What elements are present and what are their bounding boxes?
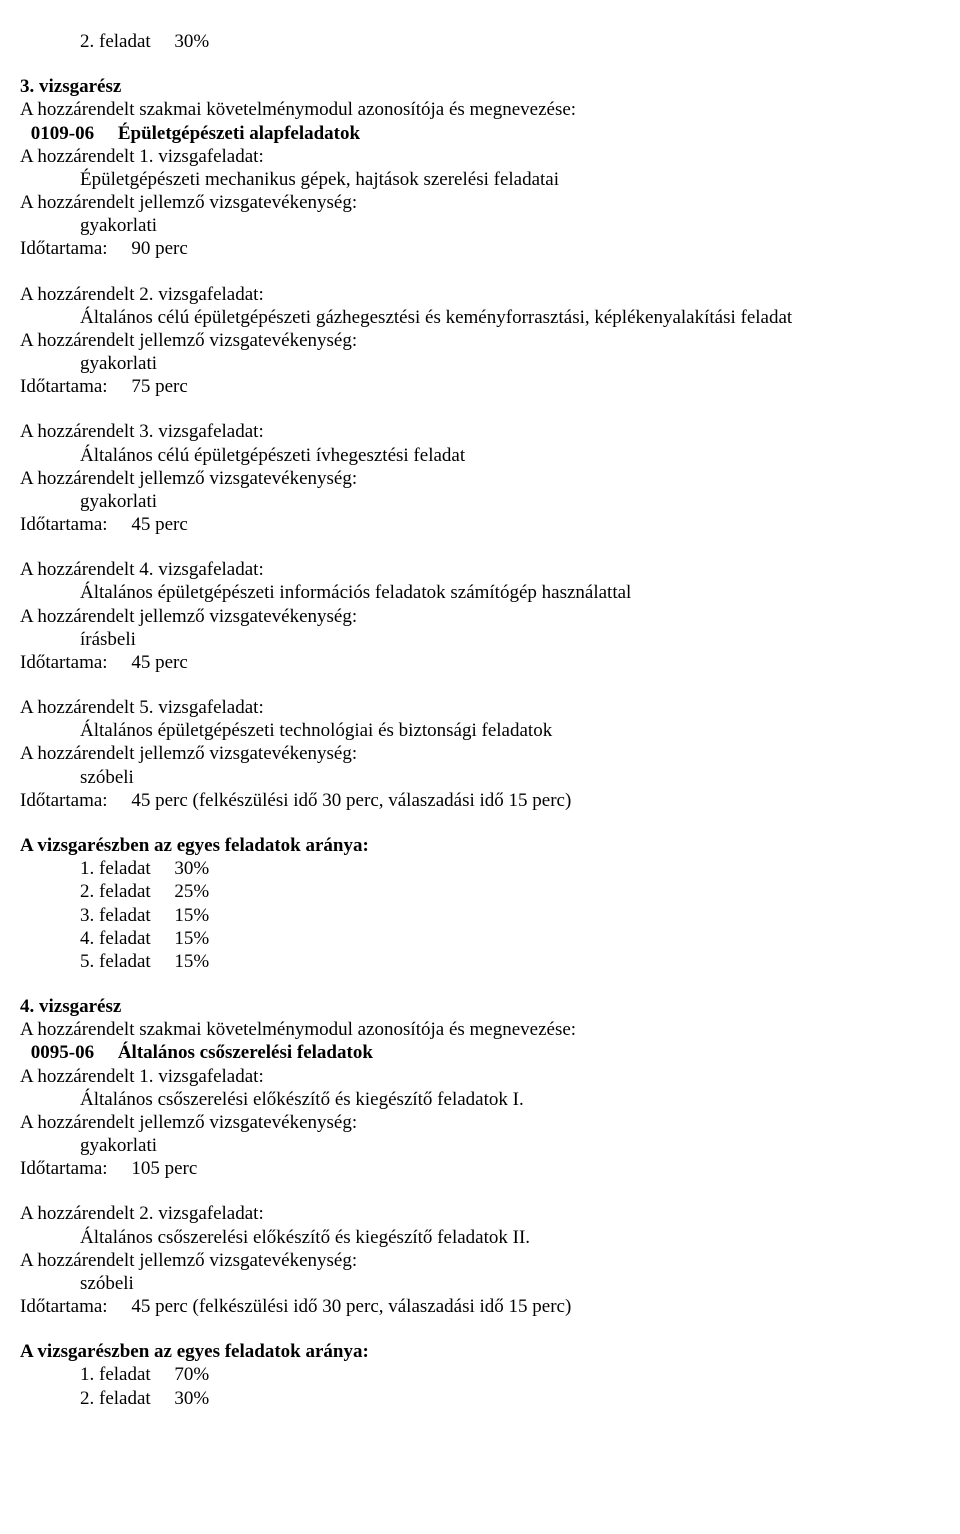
s3-f5-l1: A hozzárendelt 5. vizsgafeladat: <box>20 696 940 719</box>
s4-f2: A hozzárendelt 2. vizsgafeladat: Általán… <box>20 1202 940 1318</box>
s3-r1: 1. feladat 30% <box>20 857 940 880</box>
s3-f2-l1: A hozzárendelt 2. vizsgafeladat: <box>20 283 940 306</box>
s3-f2-l5: Időtartama: 75 perc <box>20 375 940 398</box>
s3-r5: 5. feladat 15% <box>20 950 940 973</box>
top-ratio-block: 2. feladat 30% <box>20 30 940 53</box>
s3-f4-l5: Időtartama: 45 perc <box>20 651 940 674</box>
s3-f4-l2: Általános épületgépészeti információs fe… <box>20 581 940 604</box>
s3-f1-l3: A hozzárendelt jellemző vizsgatevékenysé… <box>20 191 940 214</box>
s3-r3: 3. feladat 15% <box>20 904 940 927</box>
s3-f4-l3: A hozzárendelt jellemző vizsgatevékenysé… <box>20 605 940 628</box>
spacer <box>20 674 940 696</box>
s3-f4-l1: A hozzárendelt 4. vizsgafeladat: <box>20 558 940 581</box>
s3-f3-l1: A hozzárendelt 3. vizsgafeladat: <box>20 420 940 443</box>
section-4-modul-line: A hozzárendelt szakmai követelménymodul … <box>20 1018 940 1041</box>
s3-ratios: A vizsgarészben az egyes feladatok arány… <box>20 834 940 973</box>
s3-f2-l4: gyakorlati <box>20 352 940 375</box>
s4-r1: 1. feladat 70% <box>20 1363 940 1386</box>
s4-f2-l5: Időtartama: 45 perc (felkészülési idő 30… <box>20 1295 940 1318</box>
s4-r2: 2. feladat 30% <box>20 1387 940 1410</box>
section-3: 3. vizsgarész A hozzárendelt szakmai köv… <box>20 75 940 260</box>
s3-ratios-heading: A vizsgarészben az egyes feladatok arány… <box>20 834 940 857</box>
s4-f2-l3: A hozzárendelt jellemző vizsgatevékenysé… <box>20 1249 940 1272</box>
section-3-modul-line: A hozzárendelt szakmai követelménymodul … <box>20 98 940 121</box>
s3-f5-l2: Általános épületgépészeti technológiai é… <box>20 719 940 742</box>
s3-f4-l4: írásbeli <box>20 628 940 651</box>
spacer <box>20 973 940 995</box>
s3-r4: 4. feladat 15% <box>20 927 940 950</box>
s4-f2-l1: A hozzárendelt 2. vizsgafeladat: <box>20 1202 940 1225</box>
section-3-modul-code: 0109-06 Épületgépészeti alapfeladatok <box>20 122 940 145</box>
s3-f1-l4: gyakorlati <box>20 214 940 237</box>
s4-f1-l4: gyakorlati <box>20 1134 940 1157</box>
s3-f3-l4: gyakorlati <box>20 490 940 513</box>
section-4-heading: 4. vizsgarész <box>20 995 940 1018</box>
section-4-modul-code: 0095-06 Általános csőszerelési feladatok <box>20 1041 940 1064</box>
s3-f5-l4: szóbeli <box>20 766 940 789</box>
s4-f1-l1: A hozzárendelt 1. vizsgafeladat: <box>20 1065 940 1088</box>
s3-f3-l5: Időtartama: 45 perc <box>20 513 940 536</box>
s3-r2: 2. feladat 25% <box>20 880 940 903</box>
s4-f1-l2: Általános csőszerelési előkészítő és kie… <box>20 1088 940 1111</box>
spacer <box>20 1318 940 1340</box>
s4-f1-l3: A hozzárendelt jellemző vizsgatevékenysé… <box>20 1111 940 1134</box>
top-ratio-line: 2. feladat 30% <box>20 30 940 53</box>
s3-f2-l3: A hozzárendelt jellemző vizsgatevékenysé… <box>20 329 940 352</box>
spacer <box>20 1180 940 1202</box>
s3-f2-l2: Általános célú épületgépészeti gázhegesz… <box>20 306 940 329</box>
s3-f2: A hozzárendelt 2. vizsgafeladat: Általán… <box>20 283 940 399</box>
s3-f1-l1: A hozzárendelt 1. vizsgafeladat: <box>20 145 940 168</box>
s3-f3-l2: Általános célú épületgépészeti ívhegeszt… <box>20 444 940 467</box>
s4-ratios-heading: A vizsgarészben az egyes feladatok arány… <box>20 1340 940 1363</box>
spacer <box>20 536 940 558</box>
spacer <box>20 812 940 834</box>
s3-f5-l3: A hozzárendelt jellemző vizsgatevékenysé… <box>20 742 940 765</box>
s3-f3-l3: A hozzárendelt jellemző vizsgatevékenysé… <box>20 467 940 490</box>
spacer <box>20 261 940 283</box>
s3-f1-l5: Időtartama: 90 perc <box>20 237 940 260</box>
s3-f3: A hozzárendelt 3. vizsgafeladat: Általán… <box>20 420 940 536</box>
spacer <box>20 398 940 420</box>
s3-f1-l2: Épületgépészeti mechanikus gépek, hajtás… <box>20 168 940 191</box>
s4-f2-l4: szóbeli <box>20 1272 940 1295</box>
s4-ratios: A vizsgarészben az egyes feladatok arány… <box>20 1340 940 1410</box>
s3-f5-l5: Időtartama: 45 perc (felkészülési idő 30… <box>20 789 940 812</box>
s4-f2-l2: Általános csőszerelési előkészítő és kie… <box>20 1226 940 1249</box>
s3-f5: A hozzárendelt 5. vizsgafeladat: Általán… <box>20 696 940 812</box>
section-3-heading: 3. vizsgarész <box>20 75 940 98</box>
s4-f1-l5: Időtartama: 105 perc <box>20 1157 940 1180</box>
section-4: 4. vizsgarész A hozzárendelt szakmai köv… <box>20 995 940 1180</box>
s3-f4: A hozzárendelt 4. vizsgafeladat: Általán… <box>20 558 940 674</box>
